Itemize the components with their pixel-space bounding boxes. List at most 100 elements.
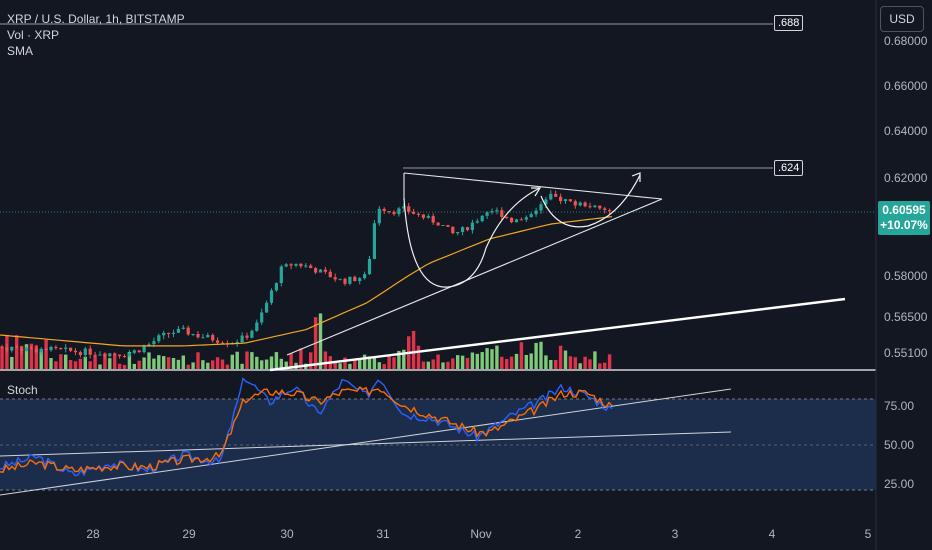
candle[interactable] xyxy=(578,202,582,206)
candle[interactable] xyxy=(88,348,92,355)
candle[interactable] xyxy=(211,334,215,341)
candle[interactable] xyxy=(78,352,82,356)
candle[interactable] xyxy=(318,269,323,273)
candle[interactable] xyxy=(510,217,514,223)
volume-legend[interactable]: Vol · XRP xyxy=(7,28,60,42)
sma-legend[interactable]: SMA xyxy=(7,44,34,58)
currency-button[interactable]: USD xyxy=(880,6,924,32)
candle[interactable] xyxy=(461,227,465,233)
candle[interactable] xyxy=(132,350,136,353)
candle[interactable] xyxy=(426,216,430,218)
candle[interactable] xyxy=(304,265,308,267)
candle[interactable] xyxy=(250,330,254,338)
candle[interactable] xyxy=(588,206,592,208)
triangle-top-line[interactable] xyxy=(403,172,663,200)
candle[interactable] xyxy=(299,263,303,267)
candle[interactable] xyxy=(73,350,78,353)
candle[interactable] xyxy=(59,348,63,350)
candle[interactable] xyxy=(314,268,318,273)
stoch-k-line[interactable] xyxy=(0,377,613,477)
candle[interactable] xyxy=(157,335,161,342)
cup-arrow-left[interactable] xyxy=(531,187,542,197)
candle[interactable] xyxy=(451,226,455,234)
candle[interactable] xyxy=(397,208,401,215)
candle[interactable] xyxy=(127,352,131,357)
candle[interactable] xyxy=(505,216,509,218)
candle[interactable] xyxy=(269,290,274,303)
candle[interactable] xyxy=(323,269,327,272)
candle[interactable] xyxy=(15,346,19,348)
candle[interactable] xyxy=(519,219,523,221)
candle[interactable] xyxy=(284,264,288,267)
candle[interactable] xyxy=(465,227,470,231)
candle[interactable] xyxy=(152,341,156,345)
candle[interactable] xyxy=(328,271,332,278)
candle[interactable] xyxy=(367,258,372,275)
candle[interactable] xyxy=(83,348,87,356)
candle[interactable] xyxy=(416,213,421,215)
candle[interactable] xyxy=(456,232,460,234)
candle[interactable] xyxy=(475,221,479,223)
candle[interactable] xyxy=(407,206,411,212)
candle[interactable] xyxy=(93,354,97,356)
candle[interactable] xyxy=(544,199,548,205)
candle[interactable] xyxy=(603,208,607,211)
candle[interactable] xyxy=(563,199,568,202)
candle[interactable] xyxy=(191,333,195,335)
candle[interactable] xyxy=(171,332,176,334)
candle[interactable] xyxy=(113,353,117,355)
stoch-trendline-lower[interactable] xyxy=(0,431,732,457)
candle[interactable] xyxy=(29,347,33,349)
candle[interactable] xyxy=(108,353,112,357)
candle[interactable] xyxy=(583,202,587,207)
candle[interactable] xyxy=(220,342,225,344)
candle[interactable] xyxy=(412,211,416,214)
candle[interactable] xyxy=(598,205,602,209)
cup-curve-left[interactable] xyxy=(403,187,541,288)
candle[interactable] xyxy=(0,347,4,349)
candle[interactable] xyxy=(514,219,519,223)
candle[interactable] xyxy=(206,334,210,338)
candle[interactable] xyxy=(5,347,9,351)
candle[interactable] xyxy=(260,312,264,323)
candle[interactable] xyxy=(309,265,313,269)
candle[interactable] xyxy=(265,302,269,313)
candle[interactable] xyxy=(240,335,244,343)
candle[interactable] xyxy=(436,222,440,226)
candle[interactable] xyxy=(392,211,396,215)
candle[interactable] xyxy=(441,224,445,226)
candle[interactable] xyxy=(54,346,58,349)
candle[interactable] xyxy=(348,276,352,284)
candle[interactable] xyxy=(216,340,220,343)
candle[interactable] xyxy=(534,210,538,215)
symbol-title[interactable]: XRP / U.S. Dollar, 1h, BITSTAMP xyxy=(7,12,185,26)
candle[interactable] xyxy=(196,333,200,338)
candle[interactable] xyxy=(39,348,43,353)
candle[interactable] xyxy=(201,337,205,339)
candle[interactable] xyxy=(274,283,278,291)
candle[interactable] xyxy=(255,322,259,331)
cup-curve-right[interactable] xyxy=(540,174,641,228)
candle[interactable] xyxy=(338,278,342,280)
candle[interactable] xyxy=(181,327,185,329)
candle[interactable] xyxy=(480,215,484,222)
candle[interactable] xyxy=(44,348,48,351)
long-trendline[interactable] xyxy=(269,297,846,372)
candle[interactable] xyxy=(402,206,406,209)
candle[interactable] xyxy=(122,356,127,358)
candle[interactable] xyxy=(118,354,122,357)
candle[interactable] xyxy=(343,278,347,284)
candle[interactable] xyxy=(470,222,474,231)
candle[interactable] xyxy=(554,193,558,197)
candle[interactable] xyxy=(20,347,24,351)
candle[interactable] xyxy=(235,342,239,344)
level-label-688[interactable]: .688 xyxy=(774,15,804,31)
candle[interactable] xyxy=(64,347,68,349)
candle[interactable] xyxy=(529,214,533,218)
candle[interactable] xyxy=(333,277,337,280)
candle[interactable] xyxy=(500,210,504,217)
candle[interactable] xyxy=(421,214,425,218)
candle[interactable] xyxy=(372,223,376,259)
candle[interactable] xyxy=(363,274,367,279)
candle[interactable] xyxy=(103,354,107,357)
